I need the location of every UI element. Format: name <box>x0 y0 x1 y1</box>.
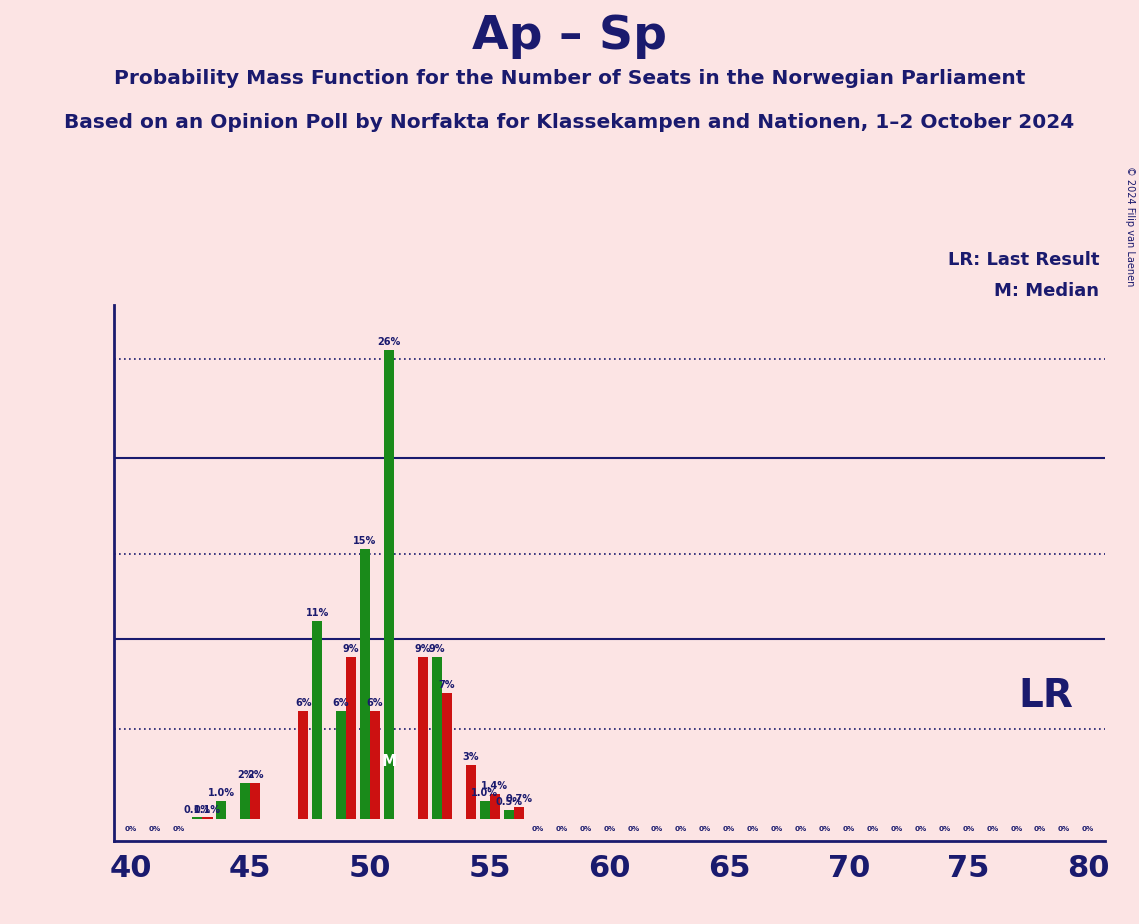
Text: 0%: 0% <box>819 826 831 833</box>
Text: 2%: 2% <box>237 771 254 781</box>
Bar <box>192 818 203 820</box>
Text: 0%: 0% <box>124 826 137 833</box>
Text: 0%: 0% <box>652 826 663 833</box>
Bar <box>346 657 357 820</box>
Text: 9%: 9% <box>428 644 445 654</box>
Text: 0%: 0% <box>795 826 806 833</box>
Bar <box>490 794 500 820</box>
Text: 0%: 0% <box>771 826 782 833</box>
Text: LR: Last Result: LR: Last Result <box>948 251 1099 269</box>
Text: 0.1%: 0.1% <box>183 805 211 815</box>
Text: 0%: 0% <box>843 826 855 833</box>
Bar <box>298 711 309 820</box>
Text: 0.5%: 0.5% <box>495 797 522 808</box>
Text: 0%: 0% <box>580 826 591 833</box>
Text: Probability Mass Function for the Number of Seats in the Norwegian Parliament: Probability Mass Function for the Number… <box>114 69 1025 89</box>
Bar <box>216 801 227 820</box>
Bar <box>442 693 452 820</box>
Text: 1.0%: 1.0% <box>208 788 235 798</box>
Bar <box>336 711 346 820</box>
Text: 0%: 0% <box>915 826 927 833</box>
Bar <box>240 784 251 820</box>
Bar <box>514 807 524 820</box>
Text: 0%: 0% <box>1010 826 1023 833</box>
Text: 0%: 0% <box>1082 826 1095 833</box>
Text: 0%: 0% <box>747 826 759 833</box>
Text: 7%: 7% <box>439 680 456 690</box>
Text: 15%: 15% <box>353 536 377 546</box>
Text: 0%: 0% <box>604 826 615 833</box>
Text: 0%: 0% <box>939 826 951 833</box>
Text: 9%: 9% <box>415 644 432 654</box>
Text: 0%: 0% <box>891 826 903 833</box>
Text: 1.0%: 1.0% <box>472 788 498 798</box>
Text: 3%: 3% <box>462 752 480 762</box>
Bar <box>251 784 261 820</box>
Text: 0%: 0% <box>1058 826 1071 833</box>
Bar <box>312 621 322 820</box>
Text: 26%: 26% <box>377 337 401 347</box>
Bar <box>418 657 428 820</box>
Bar <box>480 801 490 820</box>
Text: 11%: 11% <box>305 608 329 618</box>
Text: 0%: 0% <box>148 826 161 833</box>
Text: LR: LR <box>1018 677 1073 715</box>
Text: 1.4%: 1.4% <box>481 781 508 791</box>
Text: 0%: 0% <box>556 826 567 833</box>
Text: 6%: 6% <box>295 699 311 708</box>
Text: M: Median: M: Median <box>994 282 1099 299</box>
Bar <box>203 818 213 820</box>
Text: 6%: 6% <box>333 699 350 708</box>
Text: 0%: 0% <box>867 826 879 833</box>
Text: 9%: 9% <box>343 644 359 654</box>
Text: © 2024 Filip van Laenen: © 2024 Filip van Laenen <box>1125 166 1134 286</box>
Text: 0%: 0% <box>172 826 185 833</box>
Text: 6%: 6% <box>367 699 384 708</box>
Text: 0%: 0% <box>699 826 711 833</box>
Text: 0%: 0% <box>628 826 639 833</box>
Text: 0%: 0% <box>675 826 687 833</box>
Bar <box>432 657 442 820</box>
Bar <box>466 765 476 820</box>
Text: 0%: 0% <box>986 826 999 833</box>
Text: 0%: 0% <box>532 826 543 833</box>
Text: M: M <box>382 754 396 769</box>
Text: 0%: 0% <box>962 826 975 833</box>
Text: 0.7%: 0.7% <box>506 794 532 804</box>
Bar <box>360 549 370 820</box>
Bar <box>503 810 514 820</box>
Bar <box>370 711 380 820</box>
Text: 2%: 2% <box>247 771 263 781</box>
Text: 0.1%: 0.1% <box>194 805 221 815</box>
Text: Ap – Sp: Ap – Sp <box>472 14 667 59</box>
Bar <box>384 350 394 820</box>
Text: 0%: 0% <box>723 826 735 833</box>
Text: Based on an Opinion Poll by Norfakta for Klassekampen and Nationen, 1–2 October : Based on an Opinion Poll by Norfakta for… <box>65 113 1074 132</box>
Text: 0%: 0% <box>1034 826 1047 833</box>
